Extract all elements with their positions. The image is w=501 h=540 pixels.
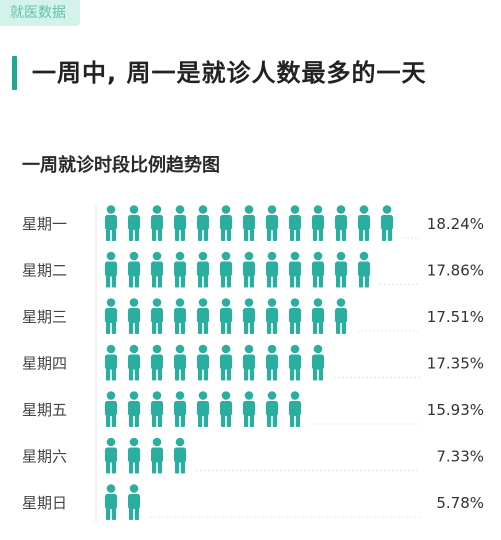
person-icon <box>266 205 278 241</box>
person-icon <box>105 484 117 520</box>
person-icon <box>105 344 117 381</box>
person-icon <box>174 251 186 288</box>
person-icon <box>105 251 117 288</box>
person-icon <box>105 205 117 241</box>
category-label: 星期五 <box>22 401 67 419</box>
person-icon <box>243 205 255 241</box>
value-label: 17.51% <box>427 308 484 326</box>
person-icon <box>105 437 117 474</box>
bar-3 <box>105 344 324 381</box>
person-icon <box>128 484 140 520</box>
person-icon <box>174 344 186 381</box>
value-label: 5.78% <box>436 494 484 512</box>
person-icon <box>220 251 232 288</box>
person-icon <box>381 205 393 241</box>
headline-accent-bar <box>12 56 17 90</box>
bar-1 <box>105 251 370 288</box>
person-icon <box>151 298 163 334</box>
category-label: 星期三 <box>22 308 67 326</box>
person-icon <box>197 205 209 241</box>
person-icon <box>151 251 163 288</box>
person-icon <box>151 205 163 241</box>
person-icon <box>197 391 209 427</box>
person-icon <box>289 251 301 288</box>
value-label: 7.33% <box>436 448 484 466</box>
person-icon <box>243 298 255 334</box>
person-icon <box>174 205 186 241</box>
person-icon <box>105 298 117 334</box>
person-icon <box>128 391 140 427</box>
category-label: 星期四 <box>22 355 67 373</box>
person-icon <box>151 344 163 381</box>
person-icon <box>220 205 232 241</box>
person-icon <box>335 205 347 241</box>
category-label: 星期日 <box>22 494 67 512</box>
category-label: 星期二 <box>22 262 67 280</box>
person-icon <box>266 391 278 427</box>
person-icon <box>105 391 117 427</box>
person-icon <box>197 251 209 288</box>
person-icon <box>243 344 255 381</box>
bar-6 <box>105 484 140 520</box>
person-icon <box>243 251 255 288</box>
person-icon <box>289 205 301 241</box>
person-icon <box>289 298 301 334</box>
person-icon <box>335 298 347 334</box>
category-label: 星期一 <box>22 215 67 233</box>
headline: 一周中, 周一是就诊人数最多的一天 <box>32 59 427 87</box>
person-icon <box>128 205 140 241</box>
person-icon <box>266 298 278 334</box>
category-label: 星期六 <box>22 448 67 466</box>
person-icon <box>312 251 324 288</box>
person-icon <box>128 437 140 474</box>
person-icon <box>128 298 140 334</box>
person-icon <box>151 437 163 474</box>
person-icon <box>358 205 370 241</box>
person-icon <box>243 391 255 427</box>
bar-5 <box>105 437 186 474</box>
person-icon <box>335 251 347 288</box>
person-icon <box>266 344 278 381</box>
person-icon <box>220 344 232 381</box>
value-label: 15.93% <box>427 401 484 419</box>
person-icon <box>151 391 163 427</box>
person-icon <box>128 344 140 381</box>
value-label: 17.35% <box>427 355 484 373</box>
bar-0 <box>105 205 393 241</box>
person-icon <box>266 251 278 288</box>
value-label: 18.24% <box>427 215 484 233</box>
person-icon <box>174 437 186 474</box>
person-icon <box>289 344 301 381</box>
person-icon <box>312 298 324 334</box>
bar-4 <box>105 391 301 427</box>
person-icon <box>312 205 324 241</box>
person-icon <box>358 251 370 288</box>
person-icon <box>174 298 186 334</box>
chart-title: 一周就诊时段比例趋势图 <box>22 155 220 176</box>
person-icon <box>289 391 301 427</box>
person-icon <box>174 391 186 427</box>
person-icon <box>312 344 324 381</box>
bar-2 <box>105 298 347 334</box>
section-tag: 就医数据 <box>0 0 80 26</box>
person-icon <box>197 298 209 334</box>
person-icon <box>220 391 232 427</box>
person-icon <box>128 251 140 288</box>
person-icon <box>197 344 209 381</box>
person-icon <box>220 298 232 334</box>
value-label: 17.86% <box>427 262 484 280</box>
